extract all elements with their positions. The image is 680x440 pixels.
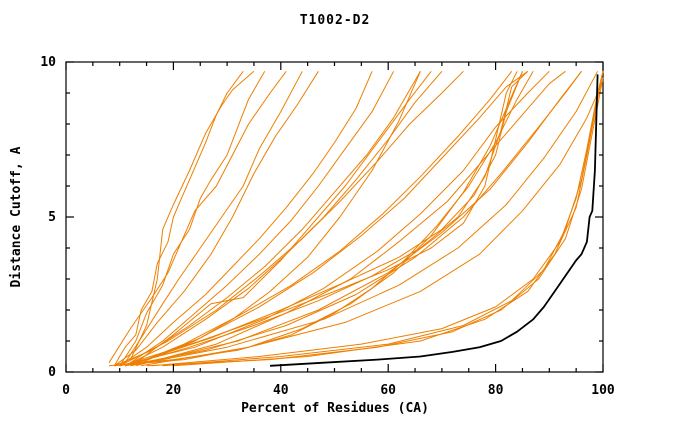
model-curve bbox=[119, 70, 550, 367]
y-tick-label: 5 bbox=[48, 210, 56, 225]
y-axis-label: Distance Cutoff, A bbox=[9, 146, 24, 287]
x-tick-label: 20 bbox=[166, 383, 182, 398]
model-curve bbox=[162, 71, 604, 367]
chart-title: T1002-D2 bbox=[300, 13, 371, 28]
model-curve bbox=[114, 71, 523, 367]
model-curve bbox=[135, 70, 566, 367]
model-curve bbox=[130, 70, 513, 367]
model-curve bbox=[141, 80, 604, 367]
model-curve bbox=[119, 70, 464, 367]
y-tick-label: 10 bbox=[40, 55, 56, 70]
model-curve bbox=[129, 70, 255, 360]
model-curve bbox=[130, 71, 599, 367]
best-curve bbox=[270, 74, 599, 367]
model-curve bbox=[124, 71, 303, 363]
y-tick-labels: 0 5 10 bbox=[40, 55, 56, 380]
model-curve bbox=[135, 70, 432, 364]
model-curve bbox=[124, 70, 529, 367]
x-tick-label: 100 bbox=[591, 383, 615, 398]
model-curves bbox=[108, 70, 604, 367]
model-curve bbox=[146, 70, 582, 364]
x-tick-label: 0 bbox=[62, 383, 70, 398]
model-curve bbox=[108, 71, 287, 363]
model-curve bbox=[141, 70, 529, 364]
model-curve bbox=[151, 71, 604, 367]
x-tick-labels: 0 20 40 60 80 100 bbox=[62, 383, 615, 398]
model-curve bbox=[108, 71, 534, 367]
model-curve bbox=[146, 77, 604, 367]
x-tick-label: 80 bbox=[488, 383, 504, 398]
x-tick-label: 40 bbox=[273, 383, 289, 398]
axis-ticks bbox=[65, 61, 604, 373]
x-axis-label: Percent of Residues (CA) bbox=[241, 401, 429, 416]
model-curve bbox=[119, 71, 421, 367]
model-curve bbox=[113, 71, 244, 367]
model-curve bbox=[130, 71, 395, 364]
model-curve bbox=[119, 71, 266, 367]
best-curve-group bbox=[270, 74, 599, 367]
model-curve bbox=[114, 71, 421, 367]
model-curve bbox=[119, 71, 373, 367]
y-tick-label: 0 bbox=[48, 365, 56, 380]
model-curve bbox=[114, 71, 319, 367]
model-curve bbox=[173, 71, 604, 367]
x-tick-label: 60 bbox=[380, 383, 396, 398]
